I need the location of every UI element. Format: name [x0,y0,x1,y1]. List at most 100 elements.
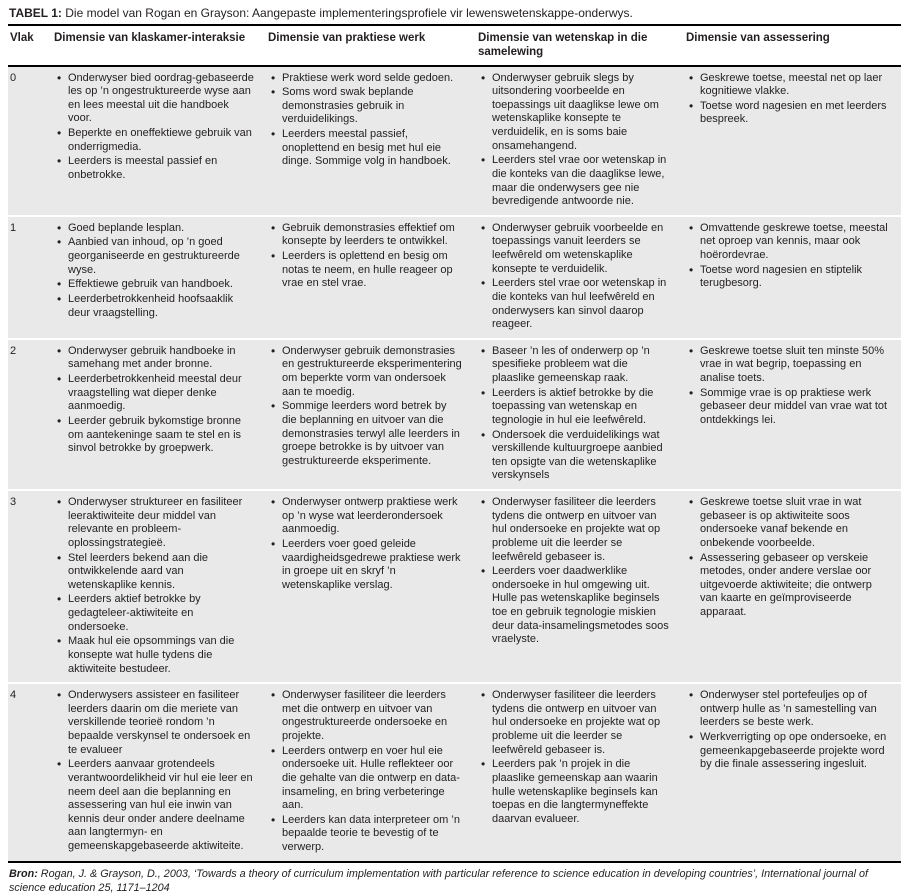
table-body: 0 Onderwyser bied oordrag-gebaseerde les… [8,65,901,862]
bullet-list: Onderwyser gebruik voorbeelde en toepass… [478,221,672,332]
table-title-label: TABEL 1: [9,6,62,20]
bullet-item: Sommige vrae is op praktiese werk gebase… [689,386,889,428]
table-row-level-3: 3 Onderwyser struktureer en fasiliteer l… [8,490,901,684]
bullet-list: Geskrewe toetse sluit vrae in wat gebase… [686,495,889,620]
bullet-list: Onderwyser fasiliteer die leerders tyden… [478,688,672,826]
bullet-item: Praktiese werk word selde gedoen. [271,71,464,86]
bullet-item: Stel leerders bekend aan die ontwikkelen… [57,551,254,593]
bullet-list: Onderwyser stel portefeuljes op of ontwe… [686,688,889,772]
cell-assessering: Onderwyser stel portefeuljes op of ontwe… [684,683,901,862]
bullet-item: Onderwyser gebruik handboeke in samehang… [57,344,254,372]
cell-wetenskap: Baseer ’n les of onderwerp op ’n spesifi… [476,339,684,490]
bullet-item: Effektiewe gebruik van handboek. [57,277,254,292]
bullet-item: Onderwyser ontwerp praktiese werk op ’n … [271,495,464,537]
source-label: Bron: [9,867,38,880]
bullet-item: Leerders voer daadwerklike ondersoeke in… [481,564,672,647]
bullet-list: Goed beplande lesplan.Aanbied van inhoud… [54,221,254,320]
bullet-item: Maak hul eie opsommings van die konsepte… [57,634,254,676]
bullet-list: Geskrewe toetse sluit ten minste 50% vra… [686,344,889,428]
cell-assessering: Omvattende geskrewe toetse, meestal net … [684,216,901,339]
cell-assessering: Geskrewe toetse, meestal net op laer kog… [684,66,901,216]
bullet-list: Onderwyser fasiliteer die leerders tyden… [478,495,672,647]
bullet-item: Omvattende geskrewe toetse, meestal net … [689,221,889,263]
bullet-item: Leerders stel vrae oor wetenskap in die … [481,276,672,332]
bullet-item: Baseer ’n les of onderwerp op ’n spesifi… [481,344,672,386]
cell-praktiese-werk: Praktiese werk word selde gedoen.Soms wo… [266,66,476,216]
rogan-grayson-table: Vlak Dimensie van klaskamer-interaksie D… [8,26,901,862]
bullet-item: Geskrewe toetse sluit vrae in wat gebase… [689,495,889,551]
bullet-item: Onderwyser fasiliteer die leerders tyden… [481,688,672,757]
bullet-list: Onderwyser bied oordrag-gebaseerde les o… [54,71,254,183]
cell-klaskamer: Onderwyser struktureer en fasiliteer lee… [52,490,266,683]
source-pages: 25, 1171–1204 [95,881,170,894]
bullet-item: Onderwyser stel portefeuljes op of ontwe… [689,688,889,730]
bullet-item: Onderwyser fasiliteer die leerders met d… [271,688,464,744]
bullet-item: Ondersoek die verduidelikings wat verski… [481,428,672,484]
table-title-text: Die model van Rogan en Grayson: Aangepas… [65,6,633,20]
bullet-item: Leerders ontwerp en voer hul eie onderso… [271,744,464,813]
header-row: Vlak Dimensie van klaskamer-interaksie D… [8,26,901,67]
cell-wetenskap: Onderwyser fasiliteer die leerders tyden… [476,683,684,862]
bullet-item: Leerderbetrokkenheid meestal deur vraags… [57,372,254,414]
bullet-item: Leerderbetrokkenheid hoofsaaklik deur vr… [57,292,254,320]
column-header-vlak: Vlak [8,26,52,67]
bullet-list: Geskrewe toetse, meestal net op laer kog… [686,71,889,128]
bullet-list: Onderwyser struktureer en fasiliteer lee… [54,495,254,676]
bullet-list: Onderwyser gebruik demonstrasies en gest… [268,344,464,469]
bullet-item: Leerder gebruik bykomstige bronne om aan… [57,414,254,456]
column-header-praktiese-werk: Dimensie van praktiese werk [266,26,476,67]
cell-klaskamer: Onderwyser bied oordrag-gebaseerde les o… [52,66,266,216]
bullet-item: Leerders is oplettend en besig om notas … [271,249,464,291]
bullet-item: Onderwyser struktureer en fasiliteer lee… [57,495,254,551]
level-cell: 4 [10,689,17,702]
bullet-list: Onderwyser ontwerp praktiese werk op ’n … [268,495,464,593]
table-row-level-0: 0 Onderwyser bied oordrag-gebaseerde les… [8,65,901,216]
bullet-list: Onderwyser gebruik handboeke in samehang… [54,344,254,456]
level-cell: 3 [10,496,17,509]
bullet-item: Leerders is meestal passief en onbetrokk… [57,154,254,182]
bullet-item: Onderwyser fasiliteer die leerders tyden… [481,495,672,564]
bullet-item: Aanbied van inhoud, op ’n goed georganis… [57,235,254,277]
bullet-item: Geskrewe toetse sluit ten minste 50% vra… [689,344,889,386]
bullet-item: Leerders stel vrae oor wetenskap in die … [481,153,672,209]
bullet-item: Toetse word nagesien en met leerders bes… [689,99,889,127]
bullet-list: Onderwysers assisteer en fasiliteer leer… [54,688,254,854]
bullet-item: Leerders voer goed geleide vaardigheidsg… [271,537,464,593]
bullet-item: Beperkte en oneffektiewe gebruik van ond… [57,126,254,154]
level-cell: 2 [10,344,17,357]
cell-praktiese-werk: Gebruik demonstrasies effektief om konse… [266,216,476,339]
cell-assessering: Geskrewe toetse sluit ten minste 50% vra… [684,339,901,490]
table-header: Vlak Dimensie van klaskamer-interaksie D… [8,26,901,67]
bullet-item: Geskrewe toetse, meestal net op laer kog… [689,71,889,99]
bullet-item: Soms word swak beplande demonstrasies ge… [271,85,464,127]
bullet-item: Gebruik demonstrasies effektief om konse… [271,221,464,249]
cell-assessering: Geskrewe toetse sluit vrae in wat gebase… [684,490,901,683]
level-cell: 1 [10,221,17,234]
bullet-list: Baseer ’n les of onderwerp op ’n spesifi… [478,344,672,484]
column-header-assessering: Dimensie van assessering [684,26,901,67]
bullet-item: Leerders kan data interpreteer om ’n bep… [271,813,464,855]
cell-klaskamer: Goed beplande lesplan.Aanbied van inhoud… [52,216,266,339]
bullet-item: Assessering gebaseer op verskeie metodes… [689,551,889,620]
bullet-item: Leerders pak ’n projek in die plaaslike … [481,757,672,826]
table-row-level-2: 2 Onderwyser gebruik handboeke in sameha… [8,338,901,491]
cell-wetenskap: Onderwyser gebruik voorbeelde en toepass… [476,216,684,339]
cell-klaskamer: Onderwyser gebruik handboeke in samehang… [52,339,266,490]
cell-praktiese-werk: Onderwyser ontwerp praktiese werk op ’n … [266,490,476,683]
bullet-item: Leerders is aktief betrokke by die toepa… [481,386,672,428]
cell-praktiese-werk: Onderwyser gebruik demonstrasies en gest… [266,339,476,490]
source-citation: Rogan, J. & Grayson, D., 2003, ‘Towards … [37,867,762,880]
cell-praktiese-werk: Onderwyser fasiliteer die leerders met d… [266,683,476,862]
bullet-item: Werkverrigting op ope ondersoeke, en gem… [689,730,889,772]
bullet-item: Leerders meestal passief, onoplettend en… [271,127,464,169]
bullet-item: Goed beplande lesplan. [57,221,254,236]
bullet-list: Gebruik demonstrasies effektief om konse… [268,221,464,291]
bullet-item: Onderwyser gebruik slegs by uitsondering… [481,71,672,154]
table-title: TABEL 1: Die model van Rogan en Grayson:… [8,5,901,27]
bullet-item: Sommige leerders word betrek by die bepl… [271,399,464,468]
source-note: Bron: Rogan, J. & Grayson, D., 2003, ‘To… [8,863,901,895]
cell-klaskamer: Onderwysers assisteer en fasiliteer leer… [52,683,266,862]
bullet-list: Omvattende geskrewe toetse, meestal net … [686,221,889,291]
bullet-item: Leerders aktief betrokke by gedagteleer-… [57,592,254,634]
